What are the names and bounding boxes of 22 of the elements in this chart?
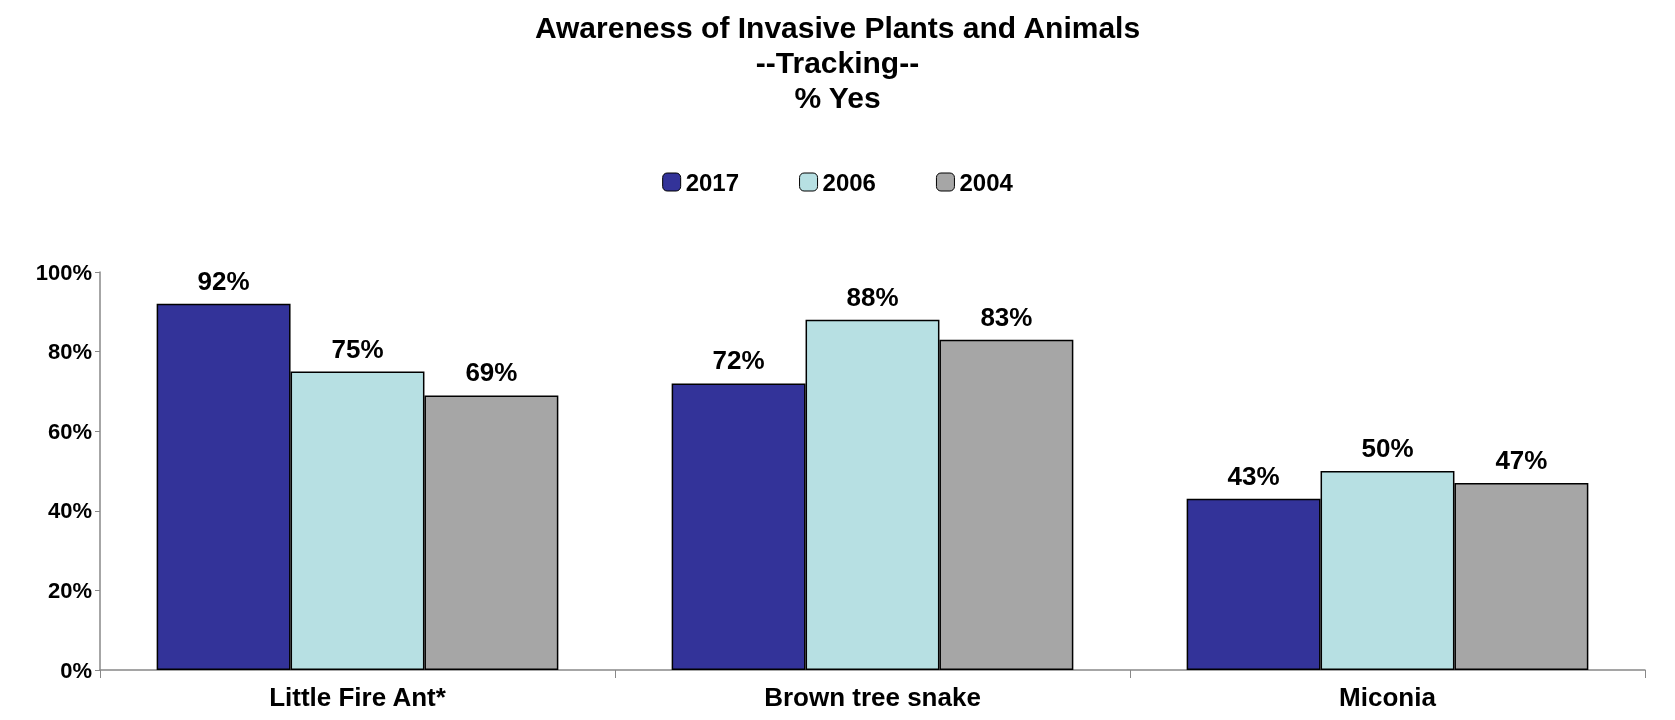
data-label: 83% xyxy=(980,301,1033,332)
data-label: 69% xyxy=(465,357,518,388)
y-tick-label: 60% xyxy=(47,418,92,444)
data-label: 47% xyxy=(1495,444,1548,475)
x-tick-label: Miconia xyxy=(1339,682,1437,712)
legend-label: 2006 xyxy=(822,168,876,196)
chart-title: Awareness of Invasive Plants and Animals --Tracking-- % Yes xyxy=(534,11,1141,114)
data-label: 92% xyxy=(197,265,250,296)
x-tick-label: Little Fire Ant* xyxy=(269,682,447,712)
y-tick-label: 80% xyxy=(47,339,92,365)
x-tick-label: Brown tree snake xyxy=(764,682,981,712)
y-tick-label: 20% xyxy=(47,577,92,603)
data-label: 75% xyxy=(331,333,384,364)
data-label: 50% xyxy=(1361,433,1414,463)
data-label: 72% xyxy=(712,345,765,376)
y-tick-label: 40% xyxy=(47,498,92,524)
y-tick-label: 0% xyxy=(60,657,92,683)
data-label: 88% xyxy=(846,281,899,312)
y-tick-label: 100% xyxy=(35,259,92,285)
legend-label: 2004 xyxy=(959,168,1014,196)
data-label: 43% xyxy=(1227,460,1280,491)
legend-label: 2017 xyxy=(685,168,740,196)
